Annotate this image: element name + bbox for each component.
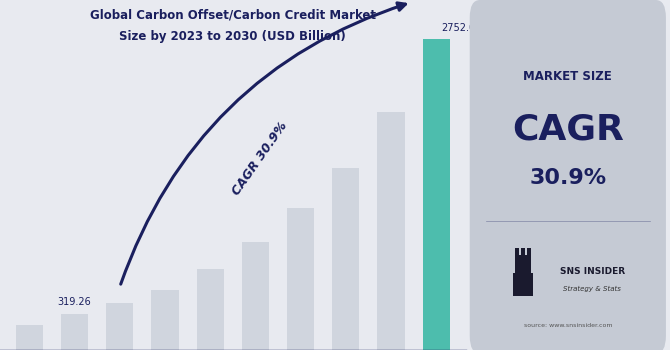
Bar (197, 269, 224, 350)
Text: Strategy & Stats: Strategy & Stats (563, 286, 621, 292)
Bar (332, 168, 359, 350)
Text: Global Carbon Offset/Carbon Credit Market: Global Carbon Offset/Carbon Credit Marke… (90, 9, 376, 22)
Bar (513, 273, 533, 296)
Text: MARKET SIZE: MARKET SIZE (523, 70, 612, 84)
Bar (61, 314, 88, 350)
Text: 30.9%: 30.9% (529, 168, 606, 189)
Text: 319.26: 319.26 (58, 297, 92, 307)
Bar (107, 303, 133, 350)
Bar (521, 247, 525, 256)
Bar (377, 112, 405, 350)
Bar (242, 241, 269, 350)
Text: Size by 2023 to 2030 (USD Billion): Size by 2023 to 2030 (USD Billion) (119, 30, 346, 43)
Bar (287, 208, 314, 350)
Bar (16, 325, 43, 350)
Bar (151, 290, 179, 350)
Bar (423, 39, 450, 350)
Text: 2752.08(BN): 2752.08(BN) (441, 22, 502, 33)
Bar (515, 247, 519, 256)
Bar (515, 255, 531, 275)
Bar (527, 247, 531, 256)
Text: source: www.snsinsider.com: source: www.snsinsider.com (523, 323, 612, 328)
Text: SNS INSIDER: SNS INSIDER (559, 267, 625, 276)
FancyBboxPatch shape (470, 0, 666, 350)
Text: CAGR 30.9%: CAGR 30.9% (230, 119, 290, 197)
Text: CAGR: CAGR (512, 112, 624, 147)
